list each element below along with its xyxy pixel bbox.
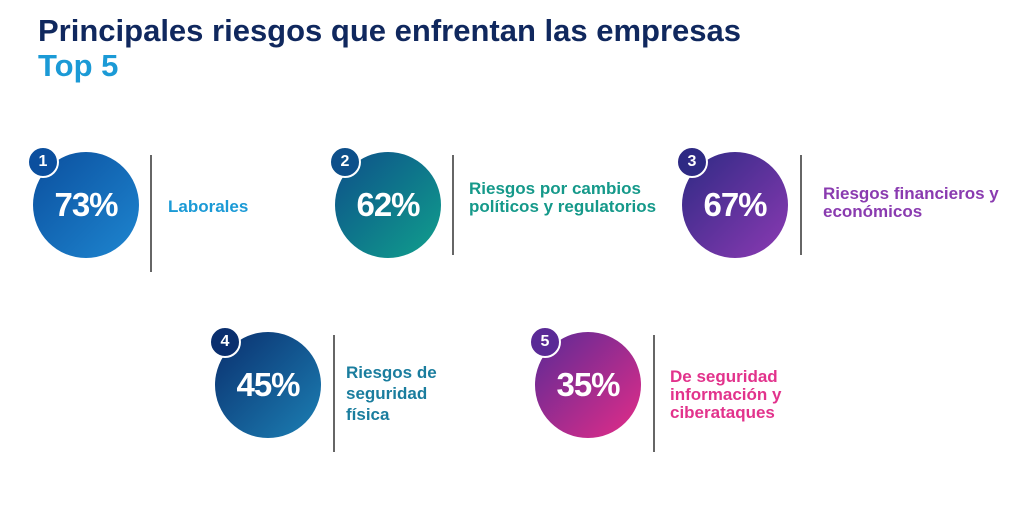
risk-label: De seguridad información y ciberataques	[670, 367, 782, 422]
risk-circle: 67% 3	[676, 146, 788, 258]
risk-circle: 62% 2	[329, 146, 441, 258]
risk-percent: 73%	[54, 186, 118, 223]
risk-circle: 35% 5	[529, 326, 641, 438]
risk-circle: 45% 4	[209, 326, 321, 438]
risk-label: Riesgos por cambios políticos y regulato…	[469, 179, 657, 216]
divider	[150, 155, 152, 272]
risk-rank: 2	[329, 146, 361, 178]
risk-circle: 73% 1	[27, 146, 139, 258]
divider	[452, 155, 454, 255]
risk-percent: 67%	[703, 186, 767, 223]
risk-rank: 5	[529, 326, 561, 358]
risk-label: Riesgos financieros y económicos	[823, 184, 999, 221]
risk-label: Laborales	[168, 197, 249, 216]
risk-rank: 3	[676, 146, 708, 178]
divider	[800, 155, 802, 255]
risk-rank: 1	[27, 146, 59, 178]
divider	[333, 335, 335, 452]
risk-rank: 4	[209, 326, 241, 358]
divider	[653, 335, 655, 452]
page-title: Principales riesgos que enfrentan las em…	[38, 13, 741, 48]
risk-percent: 62%	[356, 186, 420, 223]
risk-percent: 35%	[556, 366, 620, 403]
page-subtitle: Top 5	[38, 48, 119, 83]
risk-label: Riesgos de seguridad física	[346, 363, 437, 424]
risk-percent: 45%	[236, 366, 300, 403]
